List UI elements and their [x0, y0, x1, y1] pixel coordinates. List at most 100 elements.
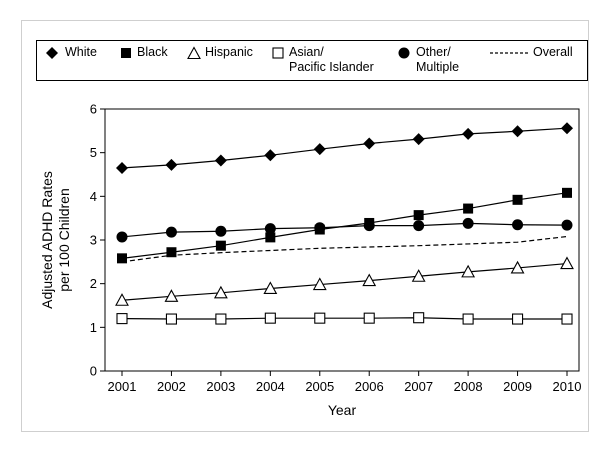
x-tick-label: 2002	[157, 379, 186, 394]
data-point-hispanic	[213, 285, 228, 299]
data-point-white	[561, 122, 573, 135]
data-point-hispanic	[164, 289, 179, 302]
data-point-white	[264, 149, 277, 162]
data-point-hispanic	[115, 293, 129, 306]
legend-symbol-asian	[272, 47, 284, 59]
figure-frame	[21, 20, 589, 432]
data-point-white	[412, 133, 425, 146]
y-axis-label-line: Adjusted ADHD Rates	[39, 171, 55, 309]
series-asian	[116, 312, 573, 325]
data-point-black	[265, 232, 276, 243]
data-point-black	[463, 203, 474, 214]
data-point-other	[215, 225, 227, 237]
data-point-black	[562, 187, 572, 198]
x-tick-label: 2003	[206, 379, 235, 394]
x-tick-label: 2007	[404, 379, 433, 394]
data-point-asian	[264, 312, 276, 324]
axis-labels: 0 1 2 3 4 5 6 2001 2002 2003 2004 2005 2006 2007 2008 2…	[39, 102, 581, 419]
legend-symbol-other	[398, 47, 410, 59]
series-line-hispanic	[121, 262, 568, 301]
data-point-hispanic	[411, 269, 426, 282]
plot-area	[104, 108, 580, 372]
x-tick-label: 2001	[108, 379, 137, 394]
data-point-black	[314, 224, 325, 235]
y-tick-label: 6	[90, 102, 97, 117]
x-axis-label: Year	[328, 402, 357, 418]
data-point-asian	[215, 313, 227, 325]
data-point-other	[116, 231, 128, 243]
series-layer	[115, 122, 574, 325]
x-tick-label: 2005	[305, 379, 334, 394]
data-point-white	[363, 137, 376, 150]
data-point-white	[313, 143, 326, 156]
y-tick-label: 2	[90, 276, 97, 291]
data-point-asian	[413, 312, 425, 324]
series-overall	[121, 235, 568, 263]
x-tick-label: 2008	[454, 379, 483, 394]
data-point-asian	[512, 313, 524, 325]
data-point-hispanic	[510, 260, 525, 274]
y-tick-label: 1	[90, 320, 97, 335]
legend-label-asian: Asian/ Pacific Islander	[289, 45, 374, 74]
legend-symbol-black	[121, 48, 131, 58]
data-point-white	[511, 125, 524, 138]
data-point-black	[215, 240, 226, 251]
data-point-other	[561, 219, 573, 231]
y-tick-label: 0	[90, 364, 97, 379]
data-point-other	[512, 219, 524, 231]
data-point-hispanic	[362, 273, 377, 287]
series-other	[116, 217, 573, 243]
legend-symbol-overall	[490, 52, 528, 54]
x-tick-label: 2006	[355, 379, 384, 394]
series-line-white	[121, 127, 568, 169]
y-axis-label: Adjusted ADHD Ratesper 100 Children	[39, 171, 72, 309]
data-point-white	[165, 158, 178, 171]
data-point-other	[264, 223, 276, 235]
data-point-asian	[314, 312, 326, 324]
data-point-hispanic	[461, 264, 476, 278]
data-point-other	[462, 217, 474, 229]
data-point-black	[512, 194, 523, 205]
legend-label-overall: Overall	[533, 45, 573, 59]
legend-symbol-white	[46, 47, 58, 59]
data-point-asian	[561, 313, 573, 325]
data-point-asian	[116, 313, 128, 325]
data-point-hispanic	[263, 281, 278, 295]
data-point-asian	[363, 312, 375, 324]
axes	[100, 108, 580, 376]
data-point-other	[413, 220, 425, 232]
series-white	[116, 122, 573, 174]
legend-symbol-hispanic	[187, 46, 201, 60]
data-point-black	[166, 247, 177, 258]
y-axis-label-line: per 100 Children	[56, 188, 72, 292]
series-hispanic	[115, 256, 574, 306]
series-line-other	[121, 222, 568, 238]
series-line-overall	[121, 235, 568, 263]
series-black	[117, 187, 572, 264]
data-point-white	[462, 127, 475, 140]
x-tick-label: 2009	[503, 379, 532, 394]
data-point-black	[413, 210, 424, 221]
data-point-hispanic	[312, 277, 327, 291]
legend-label-black: Black	[137, 45, 168, 59]
data-point-asian	[462, 313, 474, 325]
x-tick-label: 2010	[553, 379, 582, 394]
legend-label-other: Other/ Multiple	[416, 45, 460, 74]
data-point-other	[165, 226, 177, 238]
x-tick-label: 2004	[256, 379, 285, 394]
legend: White Black Hispanic Asian/ Pacific Isla…	[36, 40, 588, 81]
data-point-black	[117, 253, 127, 264]
legend-label-hispanic: Hispanic	[205, 45, 253, 59]
legend-label-white: White	[65, 45, 97, 59]
data-point-black	[364, 217, 375, 228]
y-tick-label: 5	[90, 145, 97, 160]
series-line-asian	[121, 317, 567, 320]
y-tick-label: 4	[90, 189, 97, 204]
data-point-white	[214, 154, 227, 167]
y-tick-label: 3	[90, 233, 97, 248]
data-point-white	[116, 161, 128, 174]
series-line-black	[121, 192, 568, 259]
data-point-asian	[165, 313, 177, 325]
data-point-hispanic	[560, 256, 574, 270]
